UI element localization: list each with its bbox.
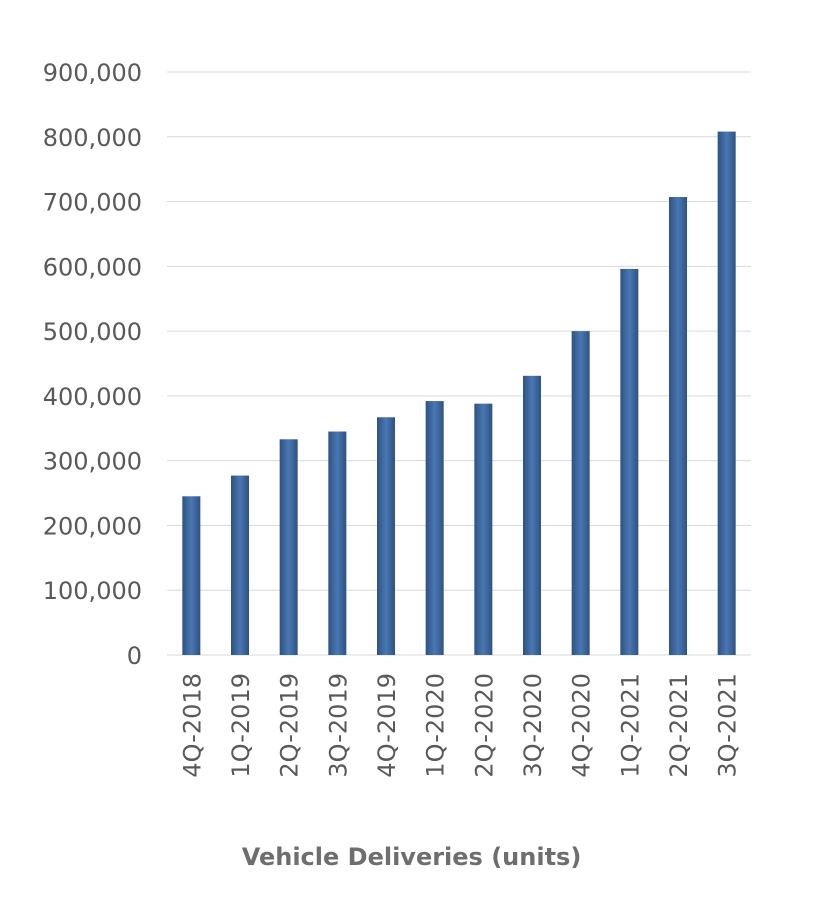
y-tick-label: 0	[127, 642, 142, 670]
y-tick-label: 100,000	[43, 577, 142, 605]
bar-3Q-2020	[523, 375, 541, 655]
y-axis: 0 100,000 200,000 300,000 400,000 500,000 600,…	[43, 59, 142, 670]
x-tick-label: 1Q-2020	[422, 673, 450, 778]
y-tick-label: 800,000	[43, 124, 142, 152]
bar-2Q-2019	[279, 439, 298, 655]
x-tick-label: 3Q-2021	[714, 673, 742, 778]
bar-1Q-2020	[425, 401, 444, 655]
x-tick-label: 2Q-2021	[665, 673, 693, 778]
x-tick-label: 1Q-2019	[227, 673, 255, 778]
gridlines	[167, 71, 751, 656]
y-tick-label: 300,000	[43, 448, 142, 476]
x-tick-label: 2Q-2020	[470, 673, 498, 778]
bar-4Q-2019	[377, 417, 395, 655]
bar-2Q-2021	[669, 197, 687, 655]
bar-3Q-2019	[328, 431, 347, 655]
x-tick-label: 4Q-2020	[568, 673, 596, 778]
bar-2Q-2020	[474, 403, 493, 655]
bar-1Q-2021	[620, 268, 639, 655]
x-tick-label: 1Q-2021	[616, 673, 644, 778]
bar-3Q-2021	[717, 131, 736, 655]
x-tick-label: 3Q-2020	[519, 673, 547, 778]
x-tick-label: 4Q-2019	[373, 673, 401, 778]
bar-4Q-2018	[182, 496, 201, 655]
x-axis: 4Q-2018 1Q-2019 2Q-2019 3Q-2019 4Q-2019 1Q-20…	[178, 673, 741, 778]
y-tick-label: 200,000	[43, 512, 142, 540]
x-tick-label: 2Q-2019	[276, 673, 304, 778]
x-axis-label: Vehicle Deliveries (units)	[241, 843, 582, 871]
bars	[182, 131, 736, 655]
y-tick-label: 400,000	[43, 383, 142, 411]
y-tick-label: 700,000	[43, 189, 142, 217]
bar-1Q-2019	[231, 475, 249, 655]
x-tick-label: 4Q-2018	[178, 673, 206, 778]
y-tick-label: 900,000	[43, 59, 142, 87]
x-tick-label: 3Q-2019	[324, 673, 352, 778]
bar-4Q-2020	[571, 331, 590, 655]
y-tick-label: 600,000	[43, 253, 142, 281]
y-tick-label: 500,000	[43, 318, 142, 346]
